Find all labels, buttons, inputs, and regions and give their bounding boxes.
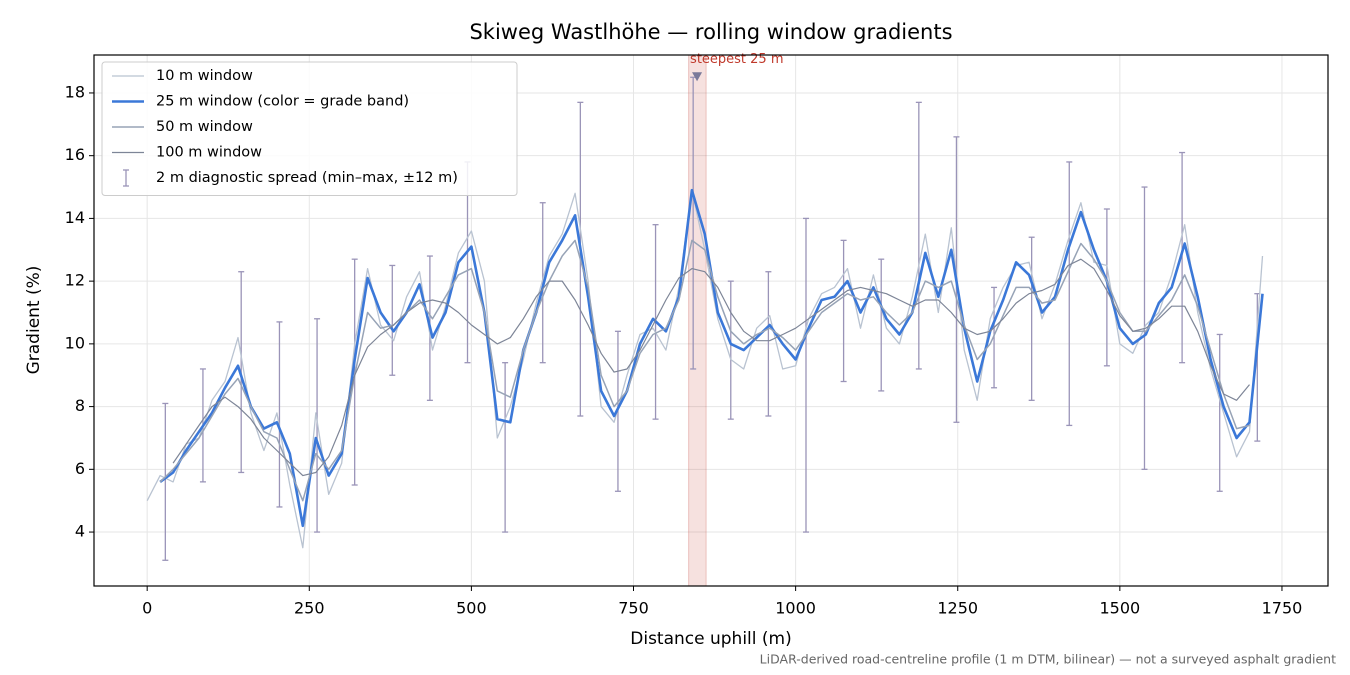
legend-label: 50 m window <box>156 119 253 135</box>
legend: 10 m window 25 m window (color = grade ba… <box>101 61 518 196</box>
x-tick-label: 1750 <box>1262 599 1303 618</box>
y-tick-label: 12 <box>65 271 85 290</box>
plot-frame <box>93 54 1329 587</box>
legend-label: 100 m window <box>156 145 262 161</box>
x-tick-label: 1500 <box>1099 599 1140 618</box>
series-line <box>159 239 1250 502</box>
y-tick-label: 4 <box>75 522 85 541</box>
y-tick-label: 18 <box>65 82 85 101</box>
legend-label: 25 m window (color = grade band) <box>156 94 409 110</box>
x-tick-label: 500 <box>456 599 487 618</box>
chart-title: Skiweg Wastlhöhe — rolling window gradie… <box>469 20 952 44</box>
annotation-marker <box>692 72 703 82</box>
annotation-label: steepest 25 m <box>690 52 783 67</box>
y-tick-label: 8 <box>75 396 85 415</box>
series-line <box>172 258 1250 477</box>
legend-label: 10 m window <box>156 68 253 84</box>
y-tick-label: 10 <box>65 333 85 352</box>
legend-label: 2 m diagnostic spread (min–max, ±12 m) <box>156 170 458 186</box>
x-tick-label: 1250 <box>937 599 978 618</box>
x-tick-label: 1000 <box>775 599 816 618</box>
x-tick-label: 0 <box>142 599 152 618</box>
x-tick-label: 750 <box>618 599 649 618</box>
y-tick-label: 6 <box>75 459 85 478</box>
y-tick-label: 14 <box>65 208 85 227</box>
legend-box <box>101 61 518 196</box>
x-axis-label: Distance uphill (m) <box>630 629 791 649</box>
footnote: LiDAR-derived road-centreline profile (1… <box>760 652 1336 667</box>
highlight-span <box>688 54 707 587</box>
y-axis-label: Gradient (%) <box>24 266 44 375</box>
y-tick-label: 16 <box>65 145 85 164</box>
x-tick-label: 250 <box>294 599 325 618</box>
